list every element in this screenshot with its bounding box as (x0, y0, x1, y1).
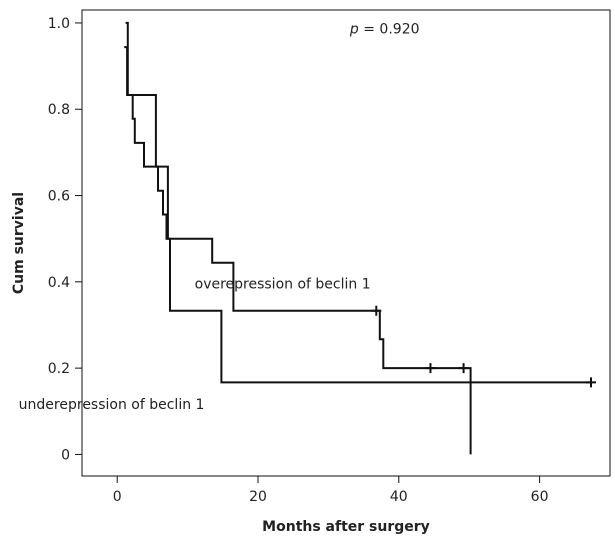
y-tick-label: 0 (61, 447, 70, 463)
x-tick-label: 60 (531, 489, 549, 505)
censor-mark (458, 363, 469, 374)
x-tick-label: 0 (113, 489, 122, 505)
survival-curve-2 (124, 46, 593, 384)
y-tick-label: 0.2 (48, 361, 70, 377)
y-tick-label: 0.8 (48, 102, 70, 118)
annotation: overepression of beclin 1 (195, 276, 371, 292)
y-tick-label: 0.4 (48, 275, 70, 291)
censor-mark (425, 363, 436, 374)
p-symbol: p (349, 22, 359, 38)
survival-curve-1 (125, 21, 472, 455)
plot-frame (81, 9, 611, 477)
p-value: = 0.920 (359, 22, 420, 38)
y-axis-label: Cum survival (11, 192, 27, 294)
x-tick-label: 20 (249, 489, 267, 505)
x-tick-label: 40 (390, 489, 408, 505)
y-tick-label: 0.6 (48, 189, 70, 205)
annotation: p = 0.920 (349, 22, 420, 38)
y-tick-label: 1.0 (48, 16, 70, 32)
annotations: p = 0.920 overepression of beclin 1 undere… (19, 22, 420, 413)
annotation: underepression of beclin 1 (19, 397, 205, 413)
y-axis: 0 0.2 0.4 0.6 0.8 1.0 (48, 16, 82, 463)
censor-mark (585, 377, 596, 388)
series-layer (124, 21, 596, 455)
x-axis: 0 20 40 60 (113, 476, 549, 505)
x-axis-label: Months after surgery (262, 519, 430, 535)
censor-mark (371, 305, 382, 316)
